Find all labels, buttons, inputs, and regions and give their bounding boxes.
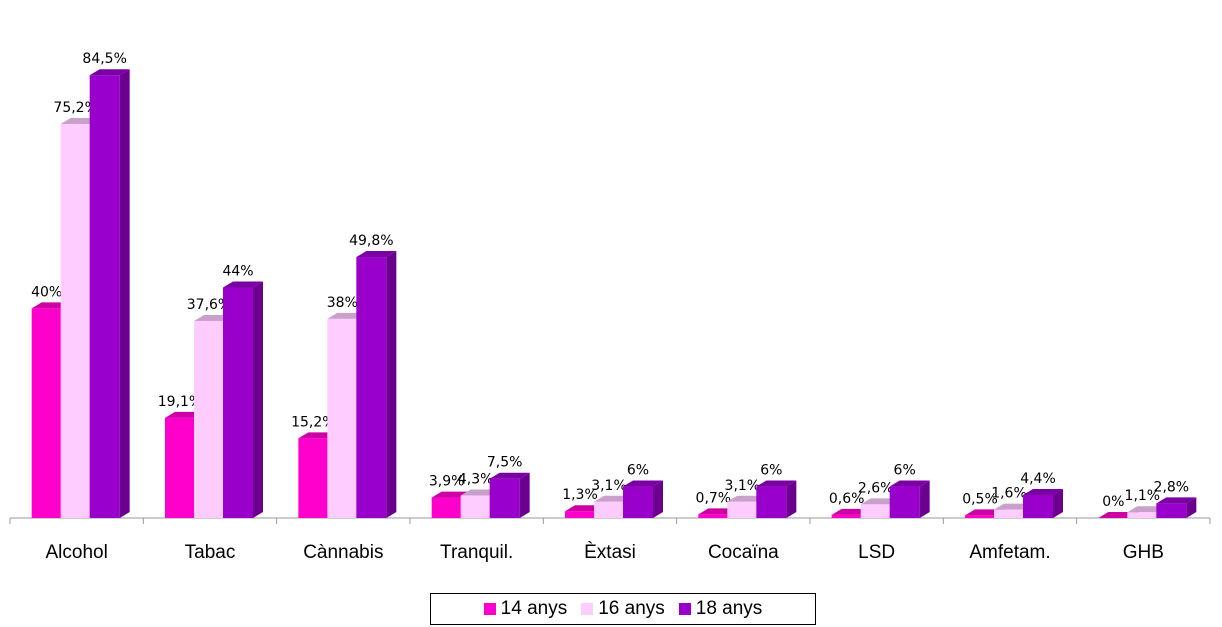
data-label: 0% (1102, 494, 1124, 510)
x-tick-label: Cocaïna (708, 542, 779, 563)
data-label: 44% (222, 263, 253, 279)
bar-side (519, 472, 530, 518)
x-tick-label: LSD (858, 542, 895, 563)
bar-side (253, 281, 263, 518)
legend-swatch (678, 603, 691, 615)
bar (356, 257, 387, 518)
bar (194, 320, 224, 518)
data-label: 3,1% (725, 478, 761, 494)
bar (889, 486, 920, 518)
bar-side (653, 480, 663, 518)
data-label: 4,3% (458, 471, 494, 487)
legend-swatch (581, 603, 594, 615)
bar (489, 478, 520, 518)
data-label: 1,3% (562, 487, 598, 503)
bar (327, 318, 358, 518)
data-label: 4,4% (1020, 471, 1056, 487)
bar-top (356, 251, 397, 258)
x-tick-label: Alcohol (46, 542, 108, 563)
bar-top (623, 480, 663, 487)
data-label: 7,5% (487, 455, 523, 471)
legend-label: 18 anys (695, 598, 763, 619)
bar (298, 438, 329, 518)
bar (994, 509, 1024, 518)
legend-label: 16 anys (598, 598, 665, 619)
bar-top (89, 69, 130, 76)
data-label: 6% (760, 463, 782, 479)
data-label: 15,2% (291, 414, 335, 430)
bar (623, 486, 653, 518)
data-label: 6% (627, 463, 649, 479)
data-label: 0,5% (962, 491, 998, 507)
bar (431, 497, 462, 518)
legend-item: 18 anys (678, 598, 763, 620)
legend-item: 16 anys (581, 598, 665, 620)
bar (165, 417, 195, 518)
bar-top (756, 480, 797, 487)
data-label: 1,1% (1125, 488, 1161, 504)
bar (565, 511, 595, 518)
bar-side (386, 251, 397, 518)
data-label: 40% (31, 284, 62, 300)
x-tick-label: Èxtasi (584, 542, 636, 563)
bar (860, 504, 891, 518)
data-label: 84,5% (82, 51, 126, 67)
bar (460, 495, 491, 518)
bar (698, 514, 729, 518)
data-label: 38% (327, 295, 358, 311)
bar (223, 287, 253, 518)
x-tick-label: Tabac (185, 542, 236, 563)
bar-side (1053, 488, 1063, 518)
data-label: 3,1% (591, 478, 627, 494)
legend-swatch (483, 603, 496, 615)
bar (89, 75, 120, 518)
bar (1023, 494, 1053, 518)
data-label: 6% (894, 463, 916, 479)
data-label: 49,8% (349, 233, 393, 249)
data-label: 0,6% (829, 491, 865, 507)
bar (727, 501, 758, 518)
bar (1127, 512, 1158, 518)
bar-top (489, 472, 530, 479)
bar (594, 501, 624, 518)
data-label: 2,8% (1154, 479, 1190, 495)
data-label: 2,6% (858, 480, 894, 496)
data-label: 3,9% (429, 474, 465, 490)
bar (831, 514, 862, 518)
bar (1156, 503, 1187, 518)
bar-top (1156, 497, 1197, 504)
data-label: 0,7% (696, 490, 732, 506)
legend-label: 14 anys (500, 598, 568, 619)
bar-side (786, 480, 797, 518)
data-label: 19,1% (158, 394, 202, 410)
legend: 14 anys 16 anys 18 anys (430, 593, 816, 625)
bar-top (889, 480, 930, 487)
bar-side (919, 480, 930, 518)
bar-top (1023, 488, 1063, 495)
bar (756, 486, 787, 518)
legend-item: 14 anys (483, 598, 568, 620)
bar-top (223, 281, 263, 288)
data-label: 75,2% (53, 100, 97, 116)
data-label: 37,6% (187, 297, 231, 313)
bar-side (119, 69, 130, 518)
x-tick-label: Amfetam. (969, 542, 1050, 563)
x-tick-label: Cànnabis (303, 542, 383, 563)
bar (31, 308, 62, 518)
bar (60, 123, 91, 519)
x-tick-label: Tranquil. (440, 542, 513, 563)
x-tick-label: GHB (1123, 542, 1164, 563)
data-label: 1,6% (991, 486, 1027, 502)
bar-side (1186, 497, 1197, 518)
bar (965, 515, 995, 518)
